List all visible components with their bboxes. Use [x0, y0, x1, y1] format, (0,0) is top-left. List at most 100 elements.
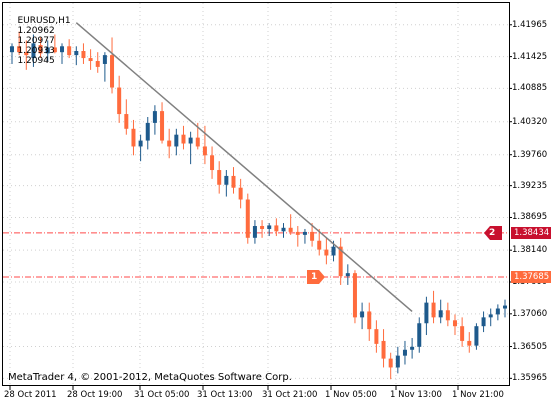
candle-body [360, 311, 365, 318]
candle-body [395, 355, 400, 368]
candle-body [95, 61, 100, 67]
price-tick-label: 1.35965 [512, 373, 548, 384]
candle-body [52, 47, 57, 53]
candle-body [10, 46, 14, 53]
level-1-marker-label: 1 [311, 271, 318, 282]
candle-body [81, 51, 86, 59]
low-value: 1.20933 [17, 46, 55, 56]
candle-body [460, 326, 465, 341]
candle-body [138, 140, 143, 147]
candle-body [381, 340, 386, 359]
candle-body [388, 358, 393, 368]
candle-body [431, 302, 436, 318]
price-tick-label: 1.41965 [512, 19, 548, 30]
candle-body [331, 246, 336, 256]
candle-body [60, 46, 65, 53]
level-1-price-tag[interactable]: 1.37685 [511, 270, 551, 283]
candle-body [367, 311, 372, 330]
candle-body [260, 226, 265, 229]
candle-body [302, 231, 307, 235]
candle-body [224, 175, 229, 185]
candle-body [310, 231, 315, 241]
candle-body [295, 231, 300, 235]
candle-body [131, 128, 136, 147]
candle-body [274, 225, 279, 232]
candle-body [152, 111, 157, 123]
price-tick-label: 1.41425 [512, 51, 548, 62]
candle-body [245, 199, 250, 238]
price-tick-label: 1.36505 [512, 341, 548, 352]
symbol-label: EURUSD,H1 [17, 16, 71, 26]
price-tick-label: 1.38695 [512, 212, 548, 223]
price-tick-label: 1.39235 [512, 180, 548, 191]
candle-body [417, 323, 422, 347]
candle-body [174, 134, 179, 147]
time-tick-label: 31 Oct 05:00 [134, 390, 190, 400]
candle-body [202, 146, 207, 156]
price-tick-label: 1.40885 [512, 83, 548, 94]
candle-body [267, 225, 272, 229]
candle-body [467, 340, 472, 346]
candle-body [338, 246, 343, 277]
candle-body [345, 273, 350, 277]
time-tick-label: 1 Nov 13:00 [390, 390, 442, 400]
candle-body [117, 87, 122, 115]
chart-header: EURUSD,H1 1.20962 1.20977 1.20933 1.2094… [6, 6, 75, 76]
open-value: 1.20962 [17, 26, 55, 36]
time-tick-label: 28 Oct 2011 [4, 390, 57, 400]
level-1-marker[interactable]: 1 [307, 269, 325, 284]
candle-body [438, 310, 443, 318]
candle-body [317, 240, 322, 250]
level-2-marker[interactable]: 2 [484, 225, 502, 240]
high-value: 1.20977 [17, 36, 55, 46]
candle-body [124, 114, 129, 129]
plot-area[interactable] [2, 2, 510, 386]
candle-body [195, 137, 200, 147]
level-2-price-tag[interactable]: 1.38434 [511, 226, 551, 239]
candle-body [495, 308, 500, 315]
candle-body [410, 346, 415, 350]
price-tick-label: 1.40320 [512, 116, 548, 127]
candle-body [374, 329, 379, 344]
price-tick-label: 1.37060 [512, 308, 548, 319]
candle-body [452, 320, 457, 327]
candle-body [167, 140, 172, 147]
time-tick-label: 31 Oct 21:00 [262, 390, 318, 400]
candle-body [67, 46, 72, 56]
candle-body [481, 317, 486, 327]
candle-body [217, 170, 222, 185]
price-tick-label: 1.39760 [512, 149, 548, 160]
close-value: 1.20945 [17, 56, 55, 66]
candle-body [188, 137, 193, 144]
candle-body [474, 326, 479, 346]
copyright-text: MetaTrader 4, © 2001-2012, MetaQuotes So… [8, 372, 292, 383]
candle-body [288, 227, 293, 232]
price-tick-label: 1.38140 [512, 245, 548, 256]
candle-body [352, 273, 357, 318]
trendline [75, 22, 413, 313]
candle-body [74, 51, 79, 56]
time-tick-label: 1 Nov 05:00 [325, 390, 377, 400]
candle-body [252, 226, 257, 238]
candle-body [424, 302, 429, 324]
candle-body [110, 55, 115, 88]
candle-body [160, 111, 165, 141]
candle-body [503, 305, 507, 309]
candle-body [402, 349, 407, 356]
candle-body [238, 187, 243, 200]
candle-body [102, 55, 107, 64]
candle-body [88, 58, 93, 62]
candle-body [281, 227, 286, 232]
time-tick-label: 28 Oct 19:00 [67, 390, 123, 400]
level-2-marker-label: 2 [489, 227, 496, 238]
candle-body [488, 314, 493, 318]
arrow-tag-icon [307, 269, 325, 284]
arrow-tag-icon [484, 225, 502, 240]
candle-body [45, 47, 50, 54]
time-tick-label: 31 Oct 13:00 [197, 390, 253, 400]
candle-body [181, 134, 186, 144]
candle-body [445, 310, 450, 321]
candle-body [38, 45, 43, 54]
